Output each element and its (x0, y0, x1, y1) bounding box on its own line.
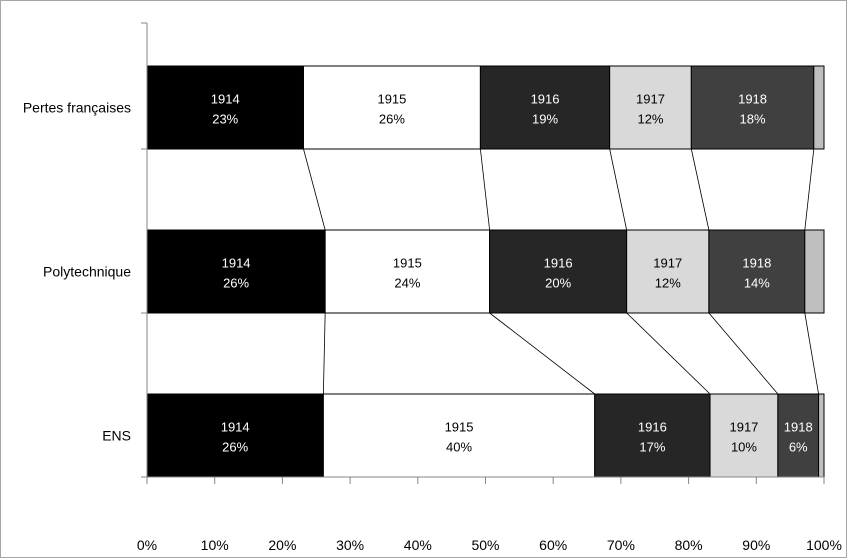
data-label: 1914 26% (222, 256, 251, 291)
data-label: 1915 24% (393, 256, 422, 291)
bar-segment-1917-2 (709, 393, 779, 478)
data-label: 1918 18% (738, 92, 767, 127)
data-label: 1917 12% (653, 256, 682, 291)
bar-segment-other-1 (804, 229, 825, 314)
bar-segment-1914-2 (146, 393, 324, 478)
data-label: 1918 14% (742, 256, 771, 291)
x-tick-label: 80% (675, 537, 703, 553)
x-tick-label: 40% (404, 537, 432, 553)
series-line (804, 312, 819, 395)
bar-segment-1918-2 (777, 393, 820, 478)
x-tick-label: 10% (201, 537, 229, 553)
bar-segment-other-0 (813, 65, 825, 150)
bar-segment-1915-2 (322, 393, 596, 478)
bar-segment-1914-1 (146, 229, 326, 314)
series-line (690, 148, 710, 231)
x-tick-label: 50% (471, 537, 499, 553)
x-tick-label: 20% (268, 537, 296, 553)
data-labels: 1914 23% 1915 26% 1916 19% 1917 12% 1918 18% 1914 2… (211, 92, 813, 455)
series-line (626, 312, 711, 395)
bar-segment-1916-2 (594, 393, 711, 478)
bar-segment-1914-0 (146, 65, 304, 150)
x-tick-label: 30% (336, 537, 364, 553)
series-line (303, 148, 326, 231)
bar-segment-1915-0 (302, 65, 481, 150)
data-label: 1915 40% (445, 420, 474, 455)
x-tick-label: 70% (607, 537, 635, 553)
series-line (609, 148, 628, 231)
series-line (708, 312, 779, 395)
x-tick-label: 90% (742, 537, 770, 553)
data-label: 1917 10% (729, 420, 758, 455)
data-label: 1916 17% (638, 420, 667, 455)
series-line (479, 148, 491, 231)
series-lines (303, 148, 819, 395)
bar-segment-1917-1 (626, 229, 710, 314)
data-label: 1916 19% (531, 92, 560, 127)
series-line (322, 312, 326, 395)
x-tick-label: 60% (539, 537, 567, 553)
bar-segment-1918-0 (690, 65, 815, 150)
axes: Pertes françaises Polytechnique ENS 0% 10% 20… (23, 22, 842, 553)
data-label: 1917 12% (636, 92, 665, 127)
bar-segment-1915-1 (324, 229, 491, 314)
bar-segment-other-2 (818, 393, 825, 478)
bar-segment-1917-0 (609, 65, 692, 150)
series-line (804, 148, 815, 231)
category-label: Polytechnique (43, 264, 131, 280)
data-label: 1916 20% (544, 256, 573, 291)
category-label: ENS (102, 428, 131, 444)
bars (146, 65, 825, 478)
data-label: 1914 26% (221, 420, 250, 455)
bar-segment-1916-1 (489, 229, 628, 314)
bar-segment-1918-1 (708, 229, 806, 314)
category-label: Pertes françaises (23, 100, 131, 116)
series-line (489, 312, 595, 395)
data-label: 1914 23% (211, 92, 240, 127)
bar-segment-1916-0 (479, 65, 611, 150)
data-label: 1918 6% (784, 420, 813, 455)
data-label: 1915 26% (377, 92, 406, 127)
x-tick-label: 0% (137, 537, 157, 553)
x-tick-label: 100% (806, 537, 842, 553)
